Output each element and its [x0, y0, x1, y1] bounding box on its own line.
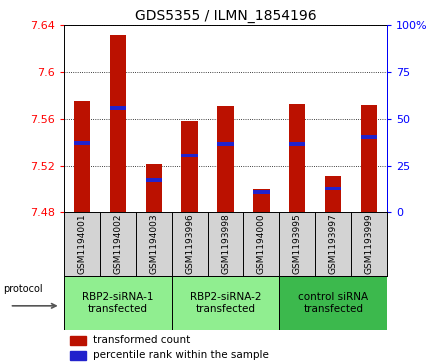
- Text: transformed count: transformed count: [93, 335, 190, 345]
- Text: protocol: protocol: [3, 285, 43, 294]
- Text: GSM1194001: GSM1194001: [77, 214, 86, 274]
- Bar: [253, 189, 270, 212]
- Bar: [361, 135, 378, 139]
- Text: GSM1193995: GSM1193995: [293, 214, 302, 274]
- Bar: [253, 190, 270, 193]
- Bar: [110, 106, 126, 110]
- Bar: [70, 336, 86, 345]
- Title: GDS5355 / ILMN_1854196: GDS5355 / ILMN_1854196: [135, 9, 316, 23]
- Text: GSM1193997: GSM1193997: [329, 214, 338, 274]
- Bar: [217, 142, 234, 146]
- Bar: [361, 105, 378, 212]
- Bar: [70, 351, 86, 360]
- Bar: [217, 106, 234, 212]
- Bar: [279, 276, 387, 330]
- Bar: [73, 101, 90, 212]
- Text: GSM1194002: GSM1194002: [113, 214, 122, 274]
- Bar: [110, 35, 126, 212]
- Text: GSM1193999: GSM1193999: [365, 214, 374, 274]
- Bar: [64, 276, 172, 330]
- Text: GSM1194000: GSM1194000: [257, 214, 266, 274]
- Bar: [289, 104, 305, 212]
- Text: GSM1193996: GSM1193996: [185, 214, 194, 274]
- Bar: [181, 121, 198, 212]
- Text: RBP2-siRNA-1
transfected: RBP2-siRNA-1 transfected: [82, 292, 154, 314]
- Text: percentile rank within the sample: percentile rank within the sample: [93, 350, 269, 360]
- Text: RBP2-siRNA-2
transfected: RBP2-siRNA-2 transfected: [190, 292, 261, 314]
- Text: control siRNA
transfected: control siRNA transfected: [298, 292, 368, 314]
- Bar: [146, 164, 162, 212]
- Bar: [181, 154, 198, 158]
- Text: GSM1194003: GSM1194003: [149, 214, 158, 274]
- Bar: [325, 176, 341, 212]
- Bar: [325, 187, 341, 190]
- Bar: [146, 179, 162, 182]
- Bar: [172, 276, 279, 330]
- Bar: [289, 142, 305, 146]
- Text: GSM1193998: GSM1193998: [221, 214, 230, 274]
- Bar: [73, 141, 90, 144]
